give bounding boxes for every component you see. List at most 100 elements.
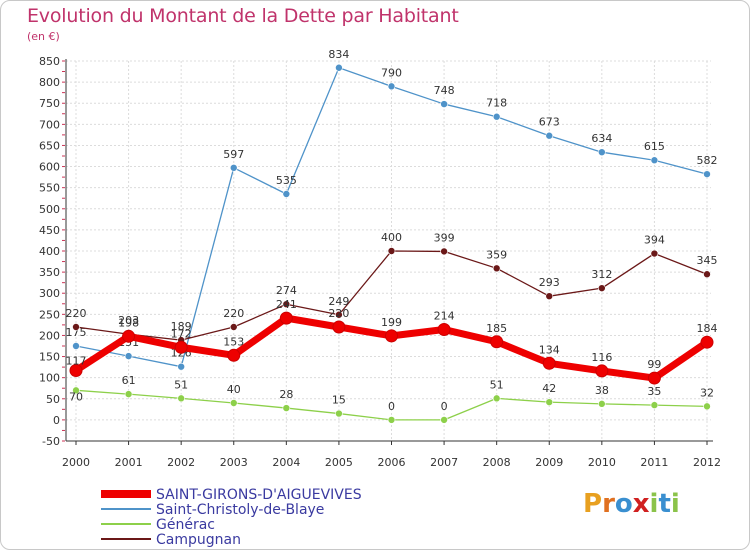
x-tick-label: 2006: [378, 456, 406, 469]
x-tick-label: 2001: [115, 456, 143, 469]
data-label: 70: [69, 390, 83, 403]
data-label: 184: [697, 322, 718, 335]
data-point: [335, 63, 343, 72]
data-point: [650, 401, 659, 409]
logo-letter-x: x: [632, 489, 650, 519]
data-label: 293: [539, 276, 560, 289]
data-point: [177, 394, 185, 403]
data-point: [124, 390, 133, 398]
data-label: 116: [591, 351, 612, 364]
data-point: [385, 329, 398, 343]
y-tick-label: 650: [39, 139, 60, 152]
data-label: 32: [700, 386, 714, 399]
data-label: 399: [434, 231, 455, 244]
data-label: 582: [697, 154, 718, 167]
logo-letter-r: r: [602, 489, 615, 519]
data-label: 117: [66, 354, 87, 367]
y-tick-label: -50: [42, 435, 60, 448]
data-point: [647, 371, 661, 385]
data-point: [229, 323, 238, 331]
y-tick-label: 750: [39, 97, 60, 110]
data-label: 0: [388, 400, 395, 413]
data-label: 790: [381, 66, 402, 79]
y-tick-label: 500: [39, 203, 60, 216]
x-tick-label: 2007: [430, 456, 458, 469]
data-point: [492, 264, 501, 273]
data-label: 153: [223, 335, 244, 348]
y-tick-label: 150: [39, 351, 60, 364]
data-point: [490, 335, 504, 349]
data-label: 673: [539, 116, 560, 129]
data-point: [335, 310, 343, 319]
data-label: 61: [122, 374, 136, 387]
data-point: [440, 416, 448, 424]
data-point: [177, 362, 185, 371]
data-label: 0: [441, 400, 448, 413]
data-point: [335, 409, 343, 418]
data-label: 35: [647, 385, 661, 398]
data-label: 359: [486, 248, 507, 261]
data-point: [545, 131, 554, 140]
data-label: 198: [118, 316, 139, 329]
y-tick-label: 550: [39, 182, 60, 195]
y-tick-label: 50: [46, 393, 60, 406]
data-point: [227, 348, 241, 362]
y-tick-label: 350: [39, 266, 60, 279]
data-point: [703, 170, 711, 178]
data-label: 597: [223, 148, 244, 161]
data-point: [279, 311, 293, 325]
y-tick-label: 300: [39, 287, 60, 300]
data-label: 241: [276, 298, 297, 311]
data-point: [598, 148, 606, 156]
x-tick-label: 2012: [693, 456, 721, 469]
data-point: [650, 156, 659, 165]
x-tick-label: 2011: [640, 456, 668, 469]
data-label: 220: [328, 307, 349, 320]
data-point: [700, 335, 714, 349]
chart-title: Evolution du Montant de la Dette par Hab…: [27, 5, 459, 27]
logo-letter-i2: i: [670, 489, 680, 519]
x-tick-label: 2003: [220, 456, 248, 469]
data-label: 220: [223, 307, 244, 320]
data-label: 172: [171, 327, 192, 340]
data-label: 51: [490, 378, 504, 391]
data-point: [282, 190, 291, 198]
data-point: [122, 329, 136, 343]
x-tick-label: 2010: [588, 456, 616, 469]
data-point: [69, 363, 83, 377]
data-point: [174, 340, 188, 354]
data-label: 748: [434, 84, 455, 97]
data-label: 718: [486, 97, 507, 110]
data-point: [124, 352, 133, 360]
data-label: 189: [171, 320, 192, 333]
y-tick-label: 250: [39, 308, 60, 321]
data-point: [598, 400, 606, 408]
data-point: [595, 364, 609, 378]
x-tick-label: 2002: [167, 456, 195, 469]
data-label: 99: [647, 358, 661, 371]
y-tick-label: 200: [39, 329, 60, 342]
data-label: 634: [591, 132, 612, 145]
data-point: [703, 270, 711, 279]
logo-letter-t: t: [658, 489, 671, 519]
data-label: 203: [118, 314, 139, 327]
data-label: 214: [434, 310, 455, 323]
data-label: 199: [381, 316, 402, 329]
data-label: 38: [595, 384, 609, 397]
data-point: [229, 164, 238, 172]
y-tick-label: 800: [39, 76, 60, 89]
data-label: 175: [66, 326, 87, 339]
data-label: 400: [381, 231, 402, 244]
legend-label: SAINT-GIRONS-D'AIGUEVIVES: [156, 487, 362, 503]
data-label: 51: [174, 378, 188, 391]
data-point: [282, 404, 291, 412]
y-tick-label: 700: [39, 118, 60, 131]
data-point: [545, 398, 554, 406]
data-point: [440, 247, 448, 256]
y-tick-label: 450: [39, 224, 60, 237]
data-label: 220: [66, 307, 87, 320]
logo-letter-p: P: [583, 489, 603, 519]
data-point: [72, 323, 80, 331]
legend-label: Générac: [156, 517, 215, 533]
